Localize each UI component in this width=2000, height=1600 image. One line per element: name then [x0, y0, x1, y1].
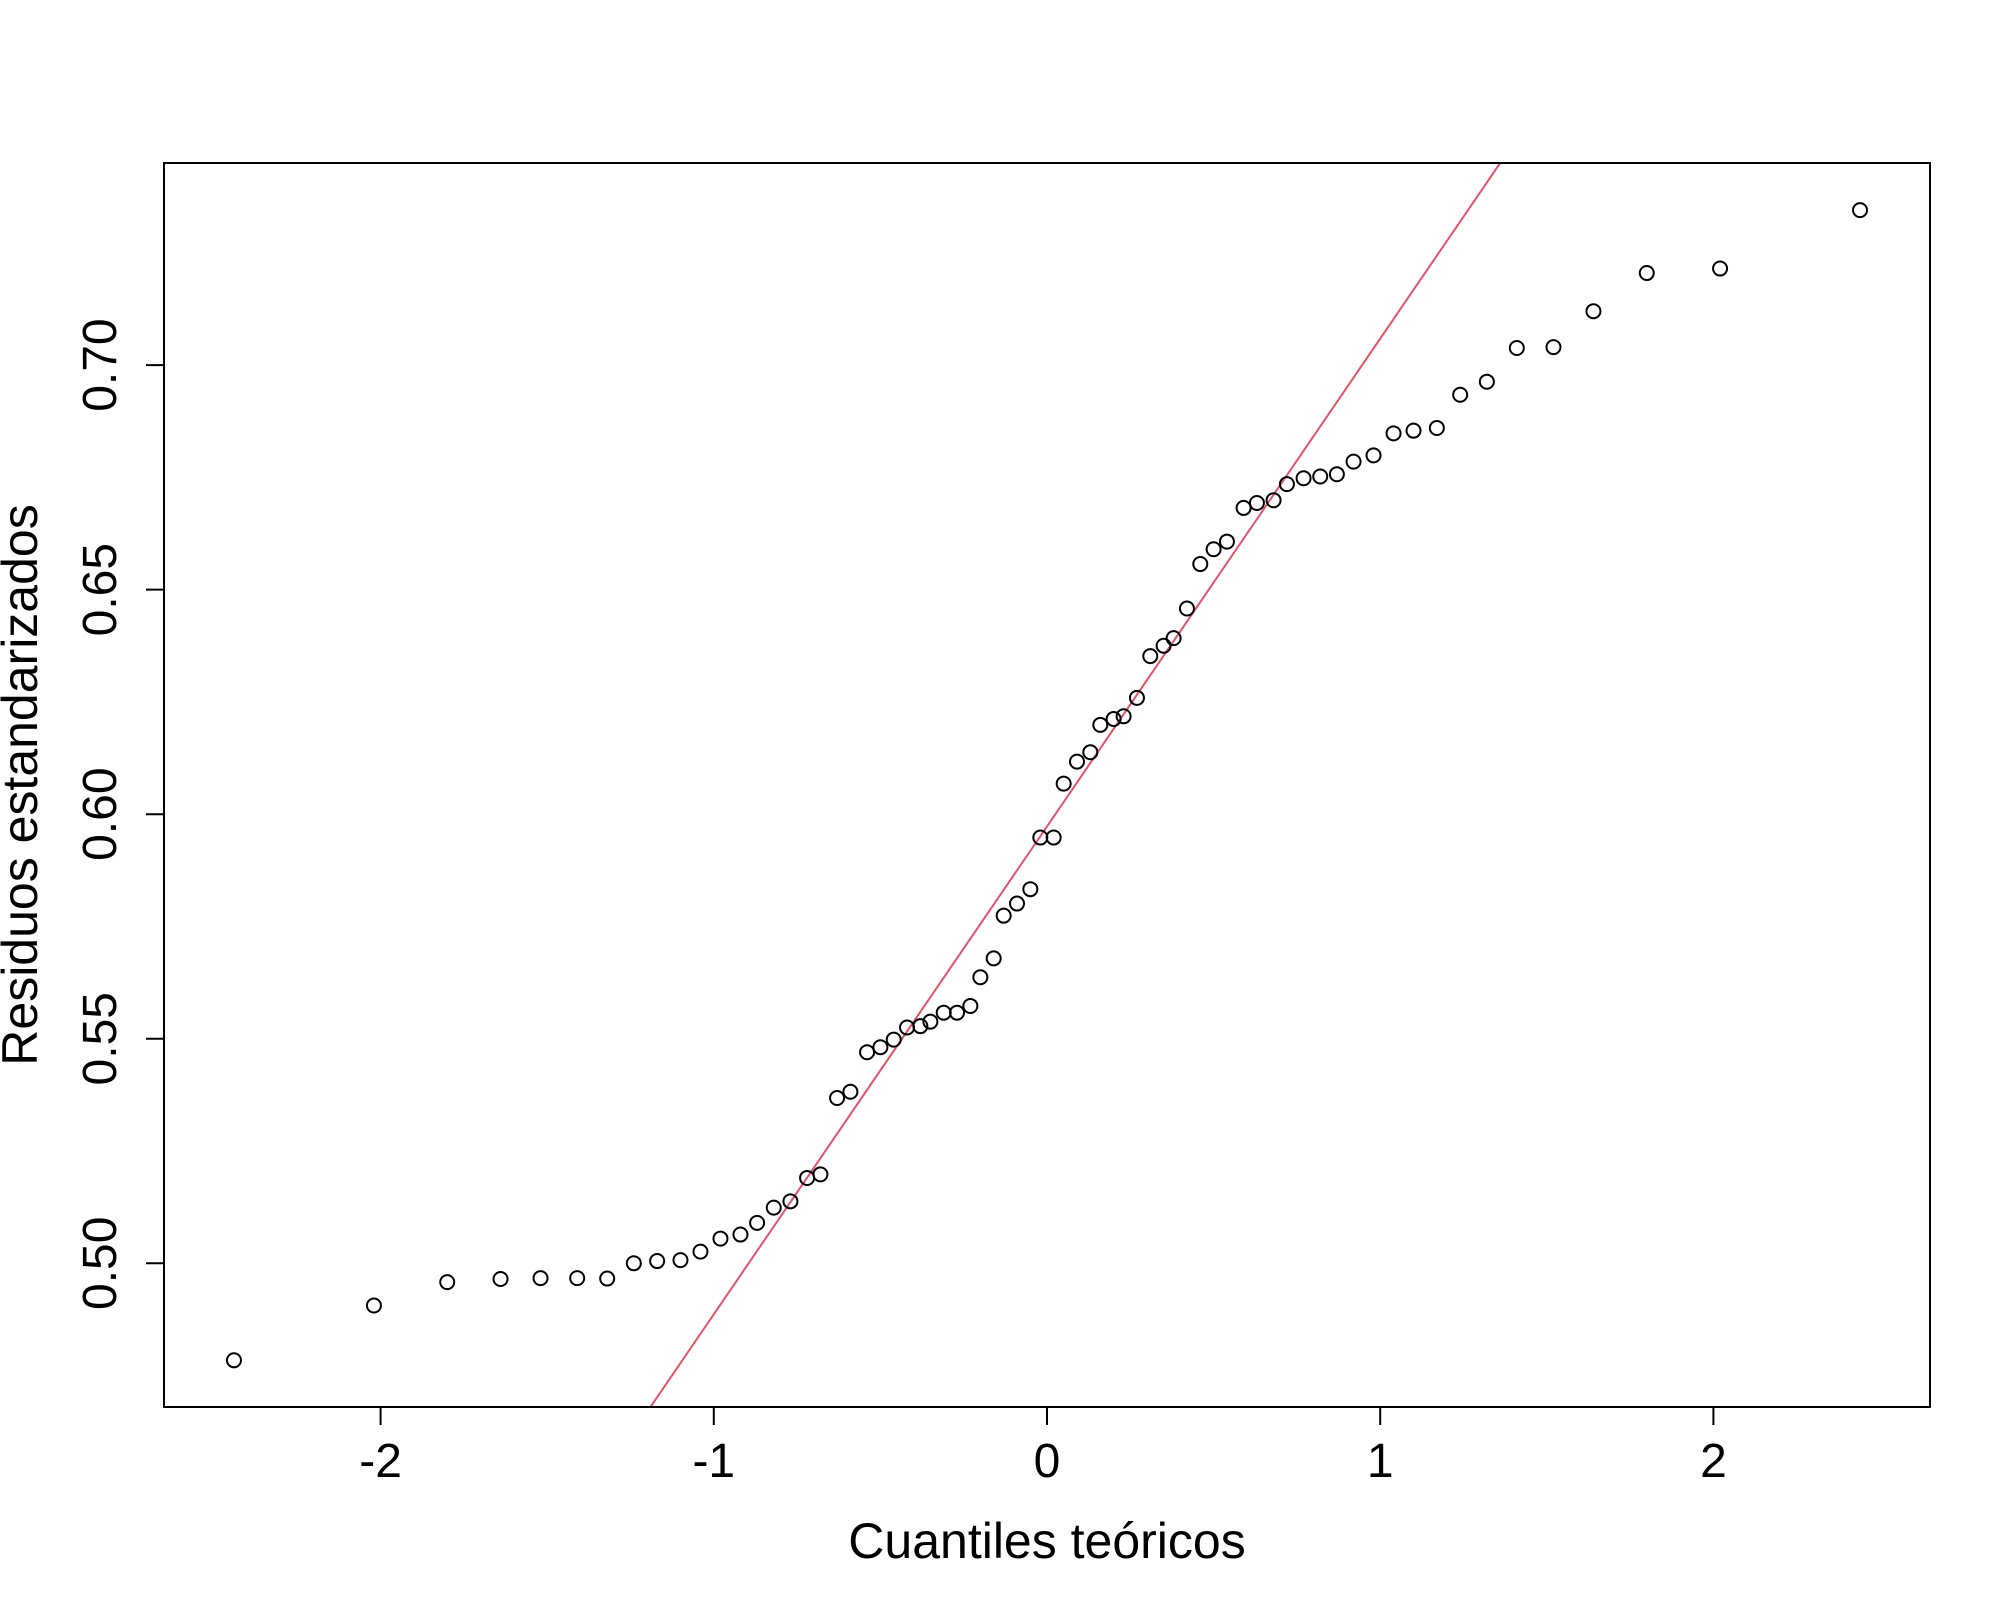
x-axis: -2 -1 0 1 2 — [359, 1406, 1727, 1488]
data-point — [1082, 744, 1099, 761]
data-point — [782, 1193, 799, 1210]
data-point — [1092, 716, 1109, 733]
data-point — [365, 1297, 382, 1314]
data-point — [1165, 630, 1182, 647]
data-point — [1178, 600, 1195, 617]
data-point — [1452, 386, 1469, 403]
data-point — [1248, 494, 1265, 511]
data-point — [1712, 260, 1729, 277]
data-point — [625, 1255, 642, 1272]
data-point — [1045, 829, 1062, 846]
data-point — [569, 1270, 586, 1287]
data-point — [995, 907, 1012, 924]
data-point — [732, 1226, 749, 1243]
data-point — [1205, 541, 1222, 558]
data-point — [599, 1270, 616, 1287]
data-point — [1428, 419, 1445, 436]
x-tick-label: 1 — [1367, 1435, 1394, 1488]
data-point — [672, 1252, 689, 1269]
data-point — [812, 1166, 829, 1183]
data-point — [1508, 340, 1525, 357]
x-tick-label: -1 — [692, 1435, 735, 1488]
y-tick-label: 0.50 — [74, 1217, 127, 1310]
data-point — [749, 1214, 766, 1231]
data-point — [1068, 753, 1085, 770]
data-point — [1852, 202, 1869, 219]
x-tick-label: 0 — [1034, 1435, 1061, 1488]
reference-line — [649, 163, 1501, 1407]
data-point — [1142, 648, 1159, 665]
data-point — [1405, 422, 1422, 439]
data-point — [1638, 265, 1655, 282]
data-point — [1345, 453, 1362, 470]
data-point — [225, 1352, 242, 1369]
y-tick-label: 0.65 — [74, 543, 127, 636]
data-point — [692, 1243, 709, 1260]
data-point — [1328, 466, 1345, 483]
x-tick-label: -2 — [359, 1435, 402, 1488]
data-point — [1585, 303, 1602, 320]
data-point — [829, 1090, 846, 1107]
data-point — [949, 1004, 966, 1021]
data-point — [859, 1044, 876, 1061]
y-axis-title: Residuos estandarizados — [0, 504, 48, 1065]
x-axis-title: Cuantiles teóricos — [848, 1513, 1245, 1569]
y-tick-label: 0.70 — [74, 318, 127, 411]
data-point — [1022, 881, 1039, 898]
data-point — [1385, 425, 1402, 442]
data-point — [1115, 708, 1132, 725]
data-point — [885, 1031, 902, 1048]
data-point — [1192, 556, 1209, 573]
data-point — [712, 1230, 729, 1247]
y-tick-label: 0.60 — [74, 767, 127, 860]
data-point — [1365, 447, 1382, 464]
reference-line-layer — [649, 163, 1501, 1407]
data-points — [225, 202, 1869, 1369]
data-point — [765, 1199, 782, 1216]
data-point — [1278, 476, 1295, 493]
y-axis: 0.50 0.55 0.60 0.65 0.70 — [74, 318, 165, 1310]
data-point — [872, 1039, 889, 1056]
data-point — [972, 969, 989, 986]
data-point — [922, 1013, 939, 1030]
data-point — [1009, 895, 1026, 912]
data-point — [492, 1271, 509, 1288]
y-tick-label: 0.55 — [74, 992, 127, 1085]
data-point — [1105, 710, 1122, 727]
data-point — [1235, 499, 1252, 516]
data-point — [1155, 637, 1172, 654]
data-point — [1128, 689, 1145, 706]
data-point — [439, 1274, 456, 1291]
x-tick-label: 2 — [1700, 1435, 1727, 1488]
data-point — [962, 997, 979, 1014]
data-point — [532, 1270, 549, 1287]
data-point — [842, 1083, 859, 1100]
data-point — [1312, 468, 1329, 485]
data-point — [1055, 775, 1072, 792]
data-point — [1295, 470, 1312, 487]
data-point — [1265, 492, 1282, 509]
data-point — [649, 1253, 666, 1270]
data-point — [1545, 339, 1562, 356]
data-point — [1218, 533, 1235, 550]
data-point — [985, 950, 1002, 967]
data-point — [912, 1018, 929, 1035]
data-point — [1478, 373, 1495, 390]
